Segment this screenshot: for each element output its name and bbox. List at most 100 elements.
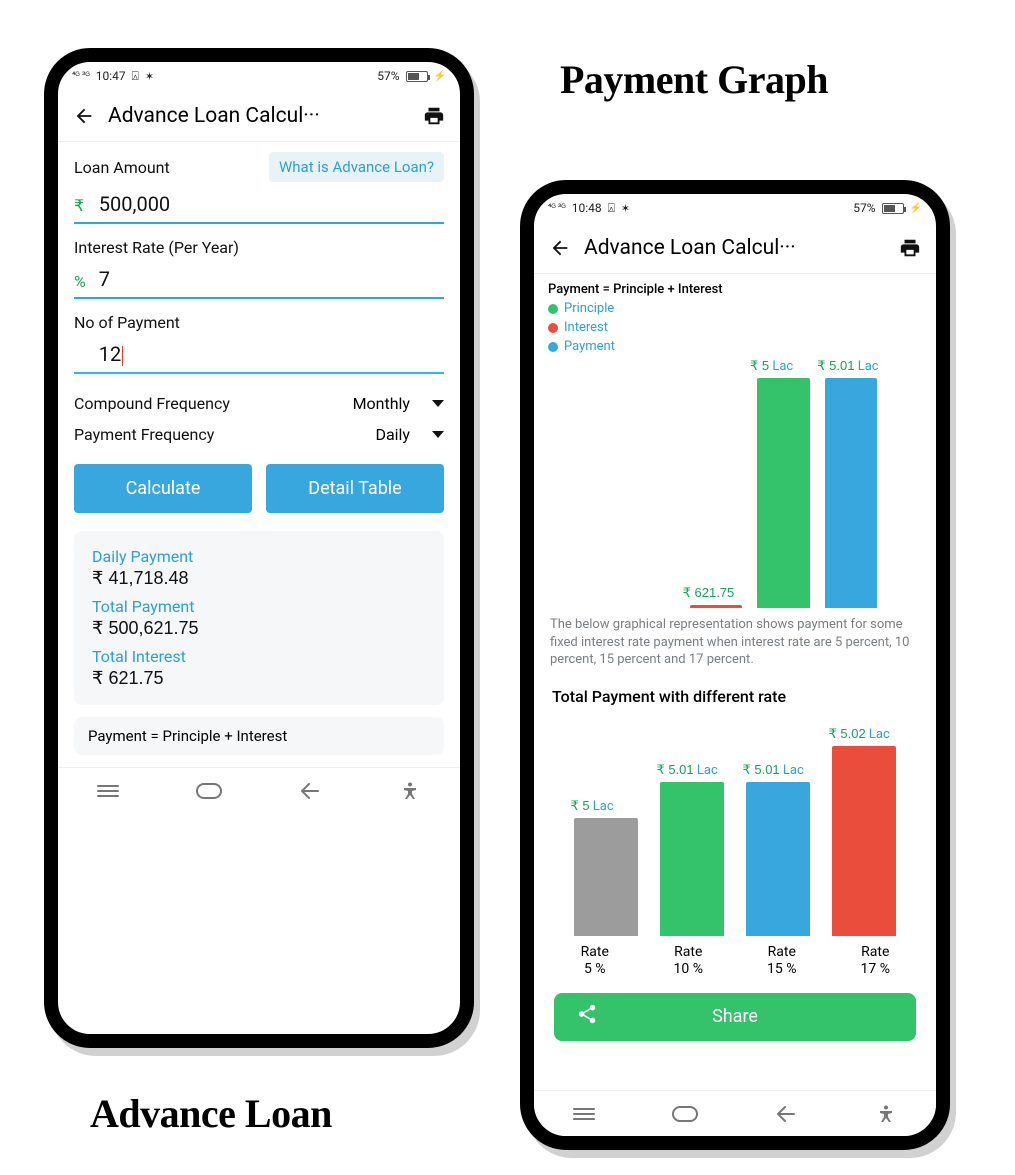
phone-advance-loan: ⁴ᴳ ³ᴳ 10:47 ⍓ ✶ 57% ⚡ Advance Loan Calcu… [44, 48, 474, 1048]
back-icon[interactable] [546, 234, 574, 262]
chart1-bar [690, 605, 742, 608]
battery-pct: 57% [377, 69, 399, 83]
phone-side-button [472, 232, 474, 332]
system-nav-bar [534, 1090, 936, 1136]
heading-payment-graph: Payment Graph [560, 56, 828, 103]
detail-table-button[interactable]: Detail Table [266, 464, 444, 513]
app-bar: Advance Loan Calcul··· [534, 222, 936, 274]
system-nav-bar [58, 767, 460, 813]
chevron-down-icon [432, 431, 444, 438]
chart1-bar-label: ₹ 5 Lac [750, 358, 793, 374]
chart2-bar [660, 782, 724, 936]
chart2-bar-label: ₹ 5 Lac [570, 798, 613, 814]
payment-frequency-value: Daily [375, 425, 410, 444]
legend-item: Payment [548, 339, 754, 354]
usb-icon: ⍓ [608, 201, 615, 216]
status-time: 10:48 [572, 201, 602, 215]
legend-item: Interest [548, 320, 754, 335]
chart-description: The below graphical representation shows… [548, 608, 922, 683]
no-of-payment-label: No of Payment [74, 313, 444, 332]
app-bar: Advance Loan Calcul··· [58, 90, 460, 142]
total-interest-label: Total Interest [92, 647, 426, 666]
phone-payment-graph: ⁴ᴳ ³ᴳ 10:48 ⍓ ✶ 57% ⚡ Advance Loan Calcu… [520, 180, 950, 1150]
phone-side-button [948, 364, 950, 464]
chart2-rate-comparison: ₹ 5 Lac₹ 5.01 Lac₹ 5.01 Lac₹ 5.02 Lac [548, 716, 922, 936]
phone-side-button [44, 212, 46, 280]
chart2-x-label: Rate17 % [840, 944, 910, 979]
app-title: Advance Loan Calcul··· [108, 104, 410, 128]
percent-icon: % [74, 272, 91, 291]
chart2-bar [746, 782, 810, 936]
results-card: Daily Payment ₹ 41,718.48 Total Payment … [74, 531, 444, 705]
phone-side-button [520, 424, 522, 492]
payment-frequency-select[interactable]: Daily [375, 425, 444, 444]
loan-amount-value: 500,000 [99, 192, 444, 216]
legend-item: Principle [548, 301, 754, 316]
total-payment-value: ₹ 500,621.75 [92, 618, 426, 639]
chevron-down-icon [432, 400, 444, 407]
share-icon [576, 1003, 598, 1030]
accessibility-icon: ✶ [145, 70, 154, 83]
chart1-title: Payment = Principle + Interest [548, 282, 754, 297]
battery-icon [882, 203, 904, 214]
chart2-x-label: Rate5 % [560, 944, 630, 979]
chart1-bar [757, 378, 809, 608]
print-icon[interactable] [420, 102, 448, 130]
payment-frequency-label: Payment Frequency [74, 425, 214, 444]
nav-home-icon[interactable] [671, 1100, 699, 1128]
print-icon[interactable] [896, 234, 924, 262]
loan-amount-field[interactable]: ₹ 500,000 [74, 188, 444, 224]
compound-frequency-select[interactable]: Monthly [353, 394, 444, 413]
chart2-title: Total Payment with different rate [552, 687, 922, 706]
chart2-bar [574, 818, 638, 936]
nav-recent-icon[interactable] [94, 777, 122, 805]
status-bar: ⁴ᴳ ³ᴳ 10:47 ⍓ ✶ 57% ⚡ [58, 62, 460, 90]
no-of-payment-field[interactable]: 12 [74, 338, 444, 374]
chart2-x-label: Rate15 % [747, 944, 817, 979]
nav-home-icon[interactable] [195, 777, 223, 805]
charging-icon: ⚡ [910, 203, 922, 214]
phone-side-button [520, 290, 522, 330]
daily-payment-value: ₹ 41,718.48 [92, 568, 426, 589]
chart2-bar-label: ₹ 5.01 Lac [742, 762, 803, 778]
phone-side-button [44, 158, 46, 198]
no-of-payment-value: 12 [99, 342, 444, 366]
chart2-bar [832, 746, 896, 936]
interest-rate-label: Interest Rate (Per Year) [74, 238, 444, 257]
interest-rate-field[interactable]: % 7 [74, 263, 444, 299]
nav-recent-icon[interactable] [570, 1100, 598, 1128]
nav-back-icon[interactable] [295, 777, 323, 805]
interest-rate-value: 7 [99, 267, 444, 291]
chart1-payment-breakdown: ₹ 621.75 ₹ 5 Lac ₹ 5.01 Lac [548, 358, 922, 608]
text-caret [122, 346, 123, 366]
nav-back-icon[interactable] [771, 1100, 799, 1128]
nav-accessibility-icon[interactable] [872, 1100, 900, 1128]
heading-advance-loan: Advance Loan [90, 1090, 332, 1137]
chart1-bar-label: ₹ 5.01 Lac [817, 358, 878, 374]
help-advance-loan[interactable]: What is Advance Loan? [269, 152, 444, 182]
app-title: Advance Loan Calcul··· [584, 236, 886, 260]
formula-card: Payment = Principle + Interest [74, 717, 444, 755]
battery-pct: 57% [853, 201, 875, 215]
share-label: Share [712, 1006, 758, 1027]
calculate-button[interactable]: Calculate [74, 464, 252, 513]
phone-side-button [44, 292, 46, 360]
charging-icon: ⚡ [434, 71, 446, 82]
accessibility-icon: ✶ [621, 202, 630, 215]
chart2-x-label: Rate10 % [653, 944, 723, 979]
rupee-icon: ₹ [74, 196, 91, 216]
back-icon[interactable] [70, 102, 98, 130]
formula-text: Payment = Principle + Interest [88, 727, 430, 745]
chart2-bar-label: ₹ 5.01 Lac [656, 762, 717, 778]
share-button[interactable]: Share [554, 993, 916, 1041]
phone-side-button [520, 344, 522, 412]
daily-payment-label: Daily Payment [92, 547, 426, 566]
chart1-bar-label: ₹ 621.75 [683, 585, 735, 601]
nav-accessibility-icon[interactable] [396, 777, 424, 805]
usb-icon: ⍓ [132, 69, 139, 84]
chart1-bar [825, 378, 877, 608]
total-interest-value: ₹ 621.75 [92, 668, 426, 689]
signal-icon: ⁴ᴳ ³ᴳ [548, 204, 566, 213]
signal-icon: ⁴ᴳ ³ᴳ [72, 72, 90, 81]
compound-frequency-label: Compound Frequency [74, 394, 230, 413]
